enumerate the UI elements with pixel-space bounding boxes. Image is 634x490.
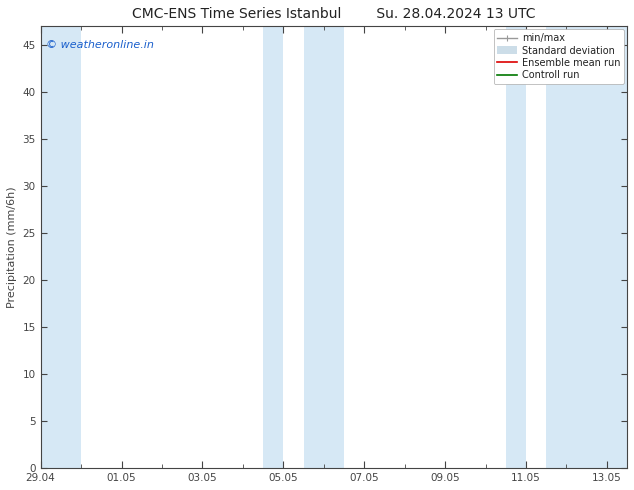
Bar [506,26,526,468]
Title: CMC-ENS Time Series Istanbul        Su. 28.04.2024 13 UTC: CMC-ENS Time Series Istanbul Su. 28.04.2… [132,7,536,21]
Bar [263,26,283,468]
Bar [304,26,344,468]
Legend: min/max, Standard deviation, Ensemble mean run, Controll run: min/max, Standard deviation, Ensemble me… [493,29,624,84]
Text: © weatheronline.in: © weatheronline.in [46,40,154,49]
Bar [41,26,81,468]
Bar [546,26,627,468]
Y-axis label: Precipitation (mm/6h): Precipitation (mm/6h) [7,186,17,308]
